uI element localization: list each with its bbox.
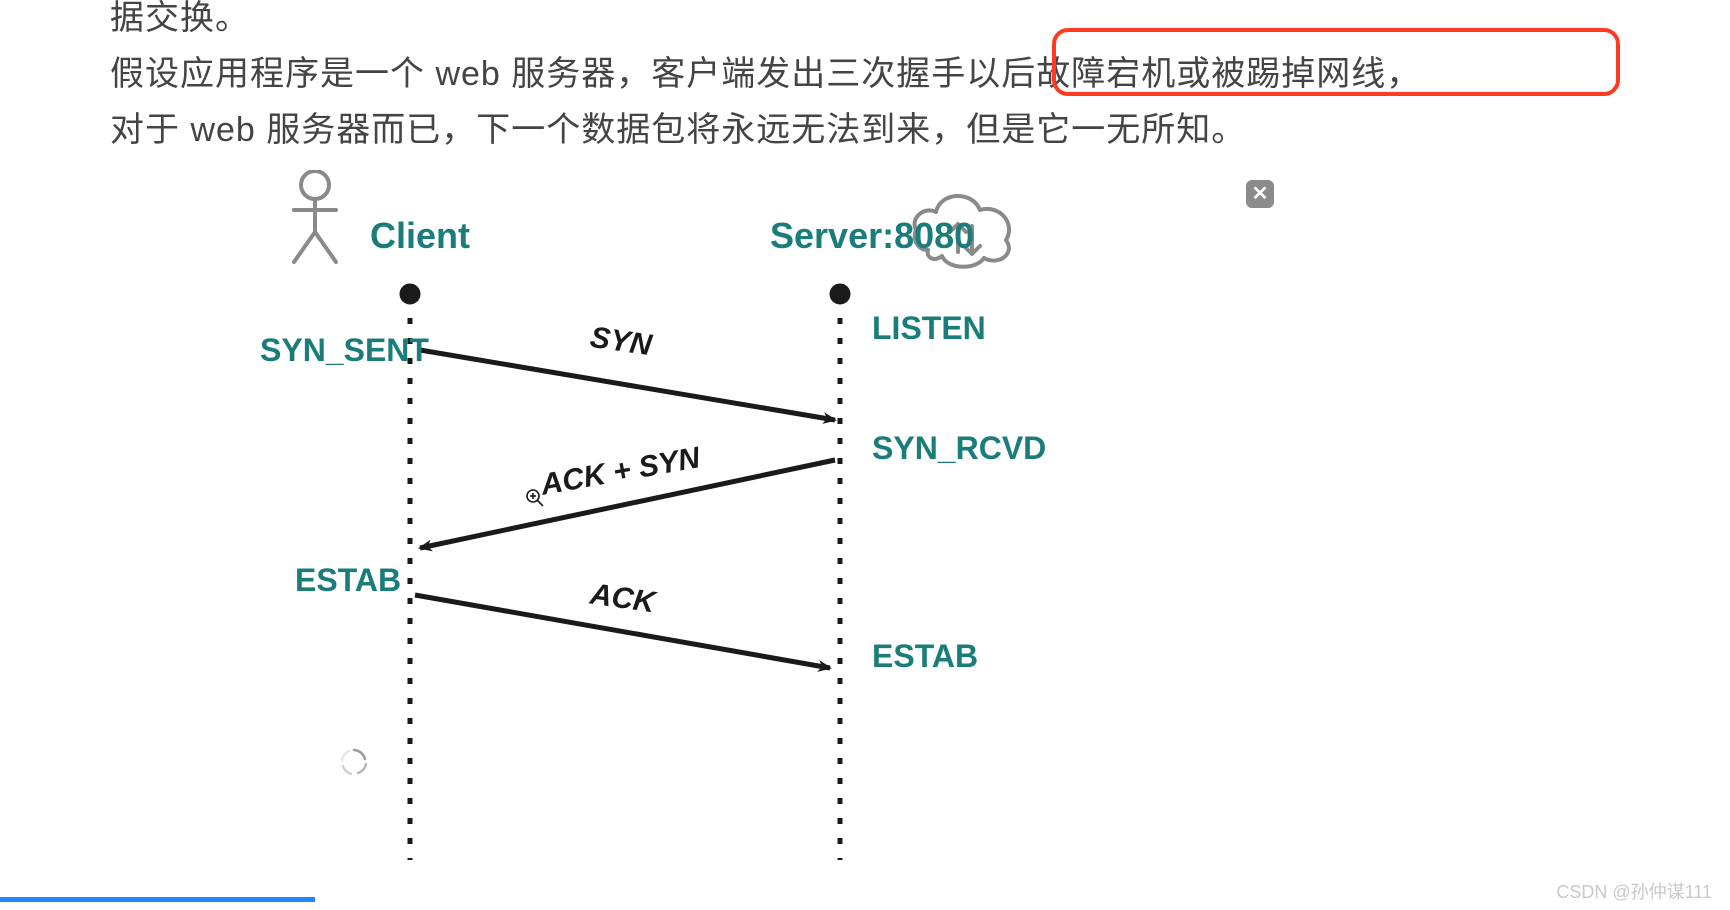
article-text: 据交换。 假设应用程序是一个 web 服务器，客户端发出三次握手以后故障宕机或被… (110, 0, 1590, 158)
text-line-0: 据交换。 (110, 0, 1590, 46)
state-listen: LISTEN (872, 310, 986, 347)
progress-bar[interactable] (0, 897, 315, 902)
text-line-1-hl: 手以后故障宕机或被踢掉网线， (931, 55, 1421, 93)
state-syn-rcvd: SYN_RCVD (872, 430, 1046, 467)
close-icon[interactable]: ✕ (1246, 180, 1274, 208)
spinner-icon (338, 746, 370, 778)
lifelines (402, 286, 848, 860)
diagram-svg (270, 170, 1170, 870)
state-syn-sent: SYN_SENT (260, 332, 429, 369)
text-line-1-pre: 假设应用程序是一个 web 服务器，客户端发出三次握 (110, 55, 931, 93)
client-title: Client (370, 215, 470, 257)
zoom-cursor-icon (525, 488, 545, 508)
message-arrows (415, 350, 835, 668)
server-title: Server:8080 (770, 215, 974, 257)
arrow-syn (420, 350, 835, 420)
client-icon (294, 171, 336, 262)
state-estab-s: ESTAB (872, 638, 978, 675)
tcp-handshake-diagram: Client Server:8080 LISTEN SYN_SENT SYN_R… (270, 170, 1170, 870)
text-line-1: 假设应用程序是一个 web 服务器，客户端发出三次握手以后故障宕机或被踢掉网线， (110, 46, 1590, 102)
state-estab-c: ESTAB (295, 562, 401, 599)
text-line-2: 对于 web 服务器而已，下一个数据包将永远无法到来，但是它一无所知。 (110, 102, 1590, 158)
watermark: CSDN @孙仲谋111 (1556, 878, 1712, 904)
